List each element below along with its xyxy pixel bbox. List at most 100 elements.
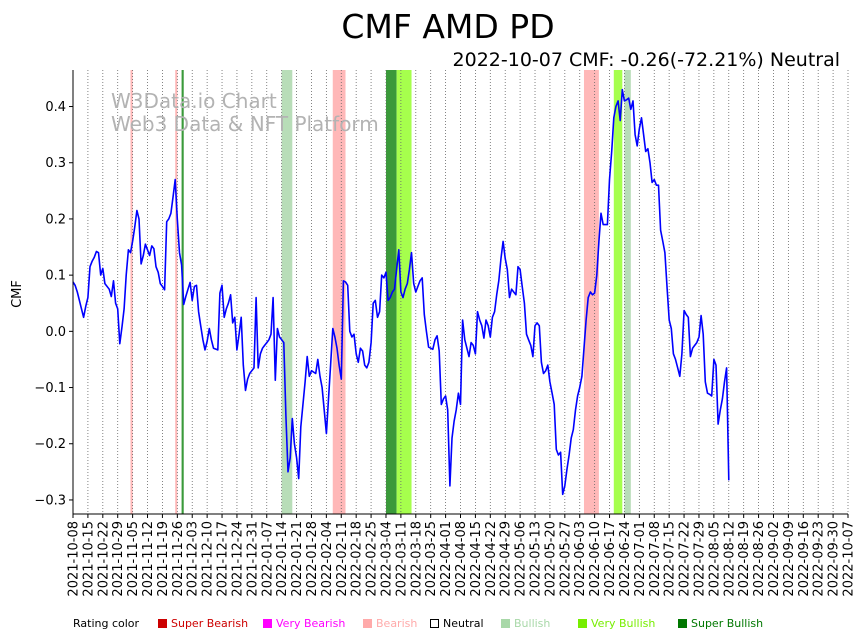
legend-swatch-bearish bbox=[363, 619, 372, 628]
x-tick-label: 2021-11-05 bbox=[126, 521, 141, 597]
x-tick-label: 2021-10-22 bbox=[96, 521, 111, 597]
y-tick-label: −0.2 bbox=[34, 437, 66, 452]
x-tick-label: 2022-04-29 bbox=[499, 521, 514, 597]
x-tick-label: 2022-05-27 bbox=[558, 521, 573, 597]
x-tick-label: 2022-07-29 bbox=[692, 521, 707, 597]
x-tick-label: 2022-06-24 bbox=[618, 521, 633, 597]
legend-swatch-very-bullish bbox=[578, 619, 587, 628]
x-tick-label: 2022-05-20 bbox=[543, 521, 558, 597]
legend-swatch-super-bullish bbox=[678, 619, 687, 628]
x-tick-label: 2021-10-08 bbox=[67, 521, 82, 597]
x-tick-label: 2022-09-23 bbox=[812, 521, 827, 597]
band-bullish bbox=[281, 70, 293, 514]
legend-swatch-bullish bbox=[501, 619, 510, 628]
band-very-bullish bbox=[613, 70, 623, 514]
x-tick-label: 2022-04-22 bbox=[484, 521, 499, 597]
x-tick-label: 2022-01-07 bbox=[260, 521, 275, 597]
y-tick-label: 0.0 bbox=[45, 325, 66, 340]
x-tick-label: 2022-06-10 bbox=[588, 521, 603, 597]
x-tick-label: 2021-10-15 bbox=[81, 521, 96, 597]
watermark-line-2: Web3 Data & NFT Platform bbox=[111, 112, 379, 136]
x-tick-label: 2021-12-10 bbox=[201, 521, 216, 597]
x-tick-label: 2021-12-24 bbox=[230, 521, 245, 597]
rating-bands bbox=[130, 70, 631, 514]
x-tick-label: 2022-02-25 bbox=[365, 521, 380, 597]
x-tick-label: 2022-09-16 bbox=[797, 521, 812, 597]
x-tick-label: 2021-12-31 bbox=[245, 521, 260, 597]
x-tick-label: 2022-07-08 bbox=[648, 521, 663, 597]
x-tick-label: 2022-06-17 bbox=[603, 521, 618, 597]
watermark: W3Data.io Chart Web3 Data & NFT Platform bbox=[111, 89, 379, 136]
y-tick-label: 0.2 bbox=[45, 212, 66, 227]
band-bearish bbox=[332, 70, 346, 514]
x-tick-label: 2022-05-13 bbox=[529, 521, 544, 597]
y-tick-label: −0.3 bbox=[34, 493, 66, 508]
legend-item-very-bearish: Very Bearish bbox=[263, 617, 345, 630]
band-bullish bbox=[624, 70, 631, 514]
x-tick-label: 2022-02-04 bbox=[320, 521, 335, 597]
x-tick-label: 2022-03-04 bbox=[379, 521, 394, 597]
y-ticks: −0.3 −0.2 −0.1 0.0 0.1 0.2 0.3 0.4 bbox=[34, 100, 73, 508]
legend-item-neutral: Neutral bbox=[430, 617, 484, 630]
x-tick-label: 2022-10-07 bbox=[842, 521, 857, 597]
x-tick-label: 2021-12-17 bbox=[216, 521, 231, 597]
x-tick-label: 2022-07-01 bbox=[633, 521, 648, 597]
cmf-line bbox=[72, 88, 730, 496]
x-tick-label: 2022-03-25 bbox=[424, 521, 439, 597]
y-tick-label: 0.4 bbox=[45, 100, 66, 115]
legend-swatch-very-bearish bbox=[263, 619, 272, 628]
x-tick-label: 2022-05-06 bbox=[514, 521, 529, 597]
x-tick-label: 2022-06-03 bbox=[573, 521, 588, 597]
y-tick-label: 0.1 bbox=[45, 269, 66, 284]
chart-subtitle: 2022-10-07 CMF: -0.26(-72.21%) Neutral bbox=[453, 49, 840, 71]
watermark-line-1: W3Data.io Chart bbox=[111, 89, 277, 113]
chart-title: CMF AMD PD bbox=[341, 7, 554, 46]
band-bearish bbox=[130, 70, 133, 514]
legend-label-bearish: Bearish bbox=[376, 617, 418, 630]
x-tick-label: 2022-08-12 bbox=[722, 521, 737, 597]
x-tick-label: 2022-01-28 bbox=[305, 521, 320, 597]
x-tick-label: 2022-04-08 bbox=[454, 521, 469, 597]
x-tick-label: 2022-09-09 bbox=[782, 521, 797, 597]
x-tick-label: 2022-02-18 bbox=[350, 521, 365, 597]
legend-item-super-bullish: Super Bullish bbox=[678, 617, 763, 630]
x-tick-label: 2022-07-15 bbox=[663, 521, 678, 597]
legend-swatch-neutral bbox=[430, 619, 439, 628]
y-axis-label: CMF bbox=[10, 280, 25, 308]
legend-label-bullish: Bullish bbox=[514, 617, 551, 630]
legend-label-neutral: Neutral bbox=[443, 617, 484, 630]
x-tick-label: 2022-08-19 bbox=[737, 521, 752, 597]
x-tick-label: 2022-08-05 bbox=[707, 521, 722, 597]
legend-label-super-bearish: Super Bearish bbox=[171, 617, 249, 630]
y-tick-label: 0.3 bbox=[45, 156, 66, 171]
legend-label-super-bullish: Super Bullish bbox=[691, 617, 764, 630]
x-tick-label: 2022-07-22 bbox=[678, 521, 693, 597]
x-tick-label: 2022-01-21 bbox=[290, 521, 305, 597]
x-tick-label: 2021-11-12 bbox=[141, 521, 156, 597]
x-tick-label: 2021-11-26 bbox=[171, 521, 186, 597]
x-tick-label: 2022-02-11 bbox=[335, 521, 350, 597]
legend-item-bullish: Bullish bbox=[501, 617, 550, 630]
x-tick-label: 2022-08-26 bbox=[752, 521, 767, 597]
x-tick-label: 2022-09-02 bbox=[767, 521, 782, 597]
x-tick-label: 2022-04-01 bbox=[439, 521, 454, 597]
legend-swatch-super-bearish bbox=[158, 619, 167, 628]
legend-item-bearish: Bearish bbox=[363, 617, 417, 630]
legend-item-very-bullish: Very Bullish bbox=[578, 617, 655, 630]
series-layer bbox=[72, 88, 730, 496]
band-super-bullish bbox=[385, 70, 397, 514]
band-bearish bbox=[583, 70, 599, 514]
legend-label-very-bullish: Very Bullish bbox=[591, 617, 656, 630]
x-tick-label: 2022-09-30 bbox=[827, 521, 842, 597]
legend-title: Rating color bbox=[73, 617, 140, 630]
x-tick-label: 2022-03-18 bbox=[409, 521, 424, 597]
x-ticks: 2021-10-08 2021-10-15 2021-10-22 2021-10-29… bbox=[67, 514, 857, 597]
x-tick-label: 2021-11-19 bbox=[156, 521, 171, 597]
x-tick-label: 2022-01-14 bbox=[275, 521, 290, 597]
vertical-gridlines bbox=[72, 70, 849, 514]
x-tick-label: 2022-03-11 bbox=[394, 521, 409, 597]
y-tick-label: −0.1 bbox=[34, 381, 66, 396]
x-tick-label: 2021-12-03 bbox=[186, 521, 201, 597]
legend-item-super-bearish: Super Bearish bbox=[158, 617, 248, 630]
